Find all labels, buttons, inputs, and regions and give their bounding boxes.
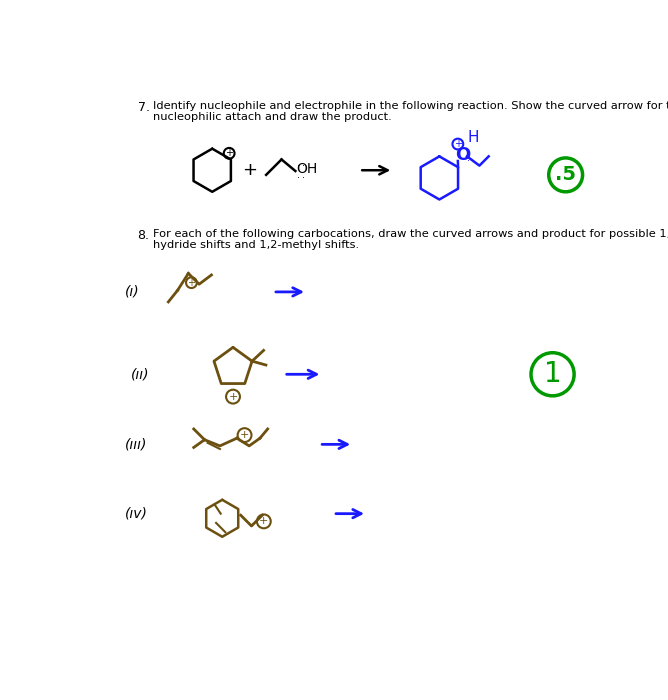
- Text: hydride shifts and 1,2-methyl shifts.: hydride shifts and 1,2-methyl shifts.: [153, 239, 359, 249]
- Text: Identify nucleophile and electrophile in the following reaction. Show the curved: Identify nucleophile and electrophile in…: [153, 101, 668, 111]
- Text: OH: OH: [296, 162, 317, 176]
- Text: 1: 1: [544, 360, 561, 388]
- Text: +: +: [225, 148, 233, 158]
- Text: 8.: 8.: [138, 229, 150, 241]
- Text: .5: .5: [555, 165, 576, 184]
- Text: +: +: [454, 139, 462, 149]
- Text: 7.: 7.: [138, 101, 150, 114]
- Text: . .: . .: [297, 158, 305, 167]
- Text: O: O: [455, 146, 470, 164]
- Text: +: +: [259, 517, 269, 526]
- Text: +: +: [228, 391, 238, 402]
- Text: +: +: [240, 430, 249, 440]
- Text: nucleophilic attach and draw the product.: nucleophilic attach and draw the product…: [153, 112, 391, 122]
- Text: (ı): (ı): [125, 285, 140, 299]
- Text: +: +: [242, 161, 257, 179]
- Text: For each of the following carbocations, draw the curved arrows and product for p: For each of the following carbocations, …: [153, 229, 668, 239]
- Text: . .: . .: [467, 153, 475, 163]
- Text: (ıv): (ıv): [125, 507, 148, 521]
- Text: +: +: [188, 278, 196, 288]
- Text: H: H: [468, 130, 479, 146]
- Text: (ııı): (ııı): [125, 438, 148, 452]
- Text: . .: . .: [297, 170, 305, 180]
- Text: (ıı): (ıı): [132, 368, 150, 382]
